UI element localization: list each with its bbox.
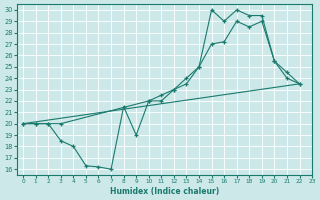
X-axis label: Humidex (Indice chaleur): Humidex (Indice chaleur)	[110, 187, 219, 196]
